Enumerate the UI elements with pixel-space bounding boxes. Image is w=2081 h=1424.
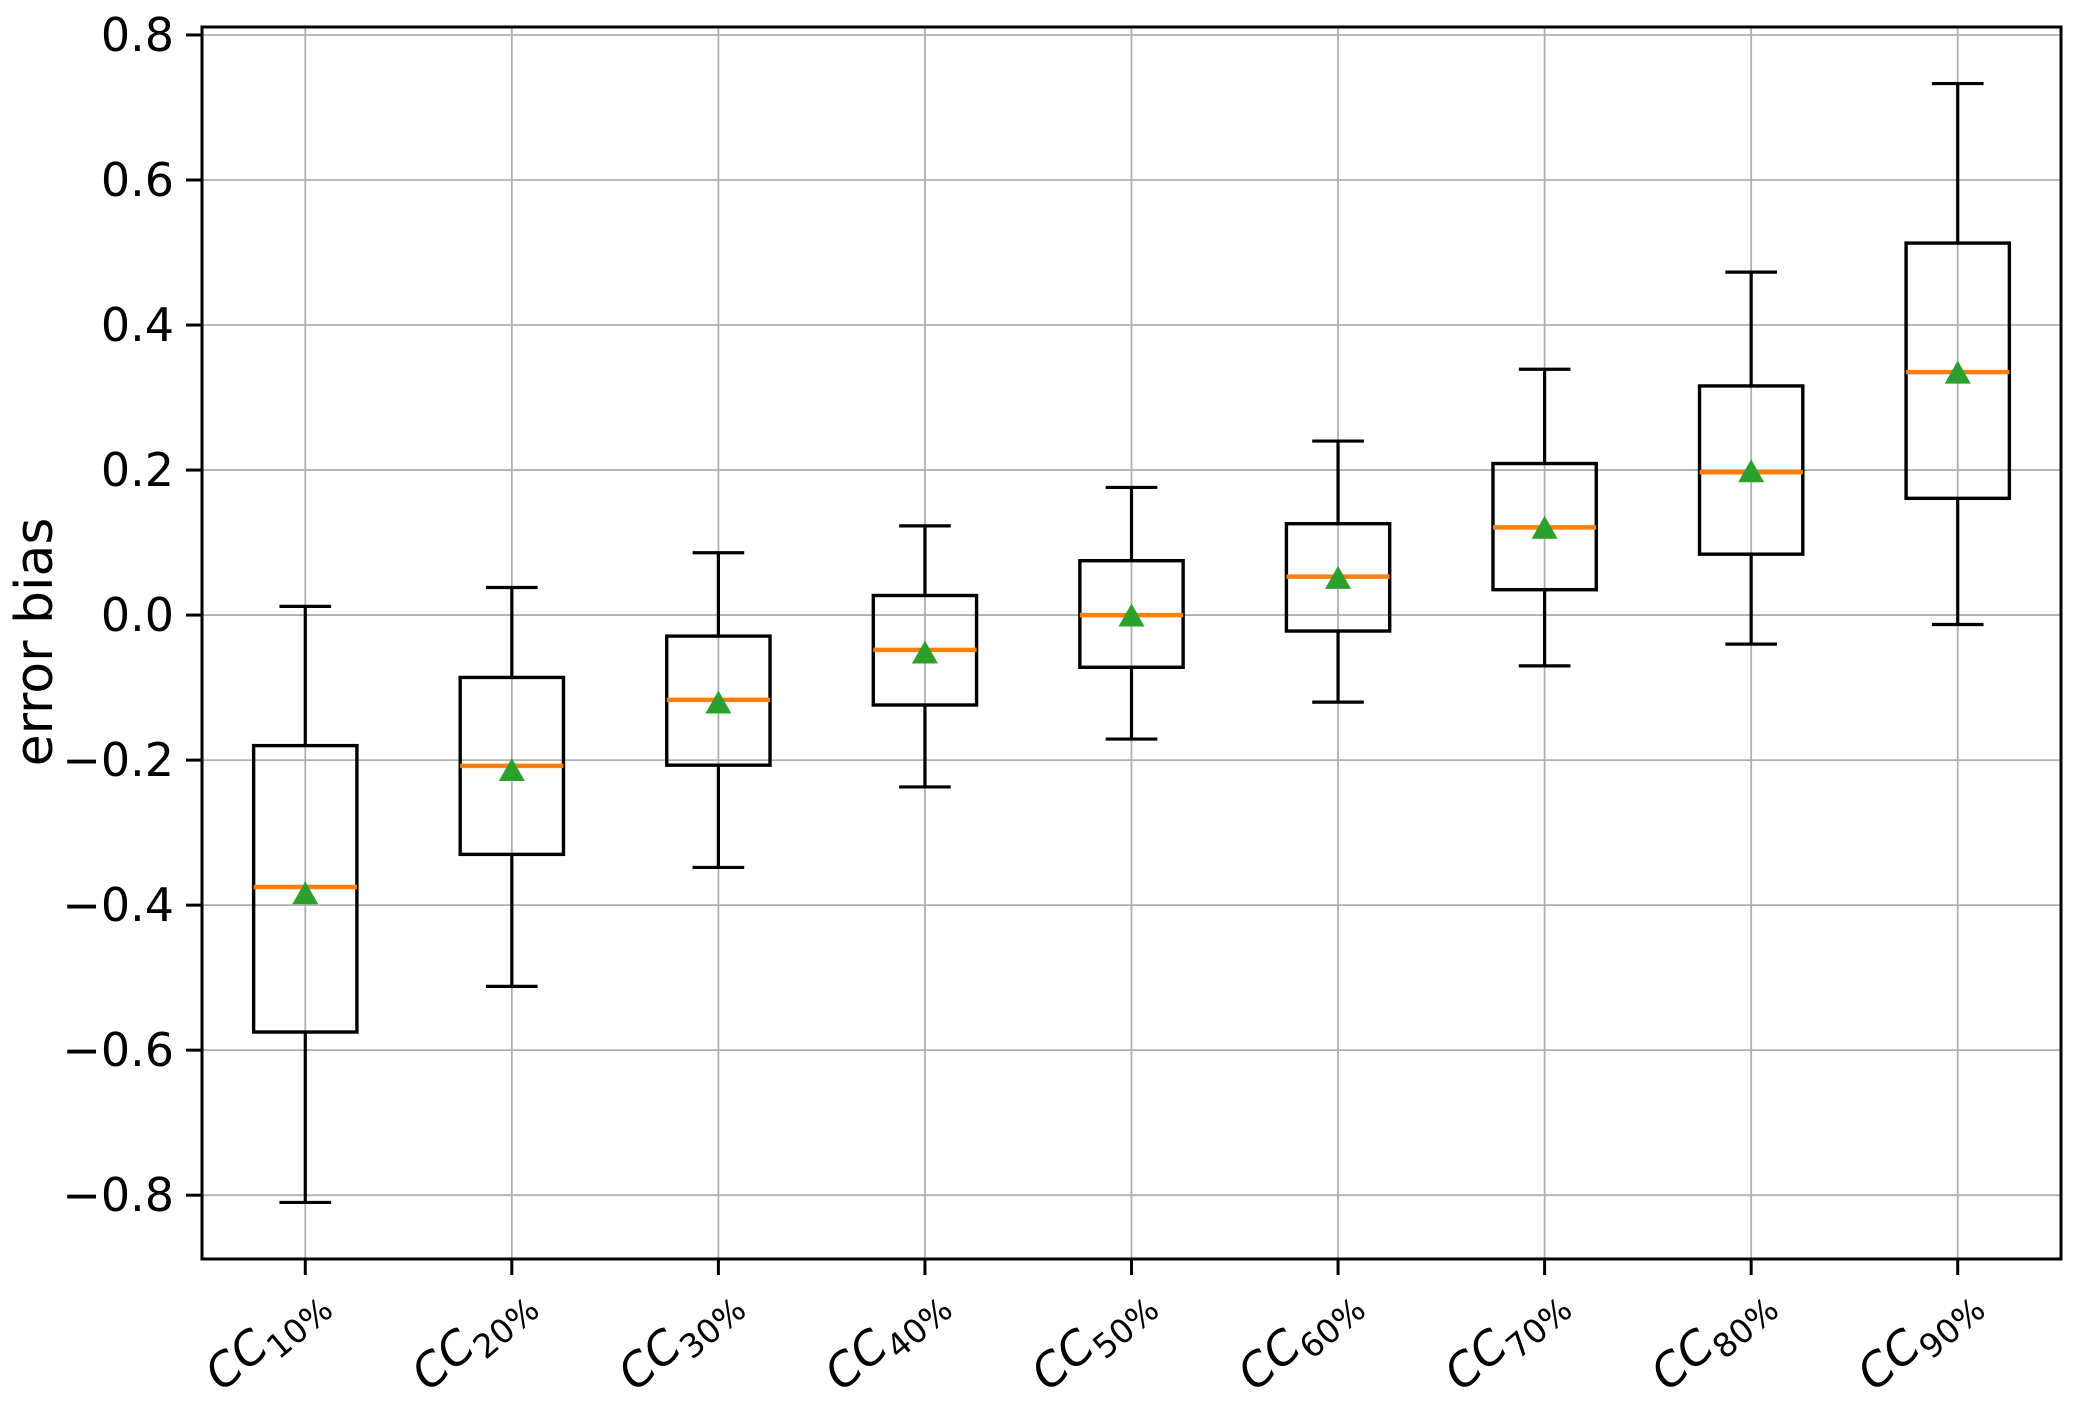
box-whisker-CC60% — [1284, 439, 1392, 704]
x-tick-label: CC30% — [607, 1271, 753, 1408]
x-tick-label: CC90% — [1847, 1271, 1993, 1408]
mean-marker — [1738, 459, 1765, 483]
mean-marker — [1118, 603, 1145, 627]
y-tick-label: 0.6 — [101, 153, 174, 207]
y-tick-label: 0.2 — [101, 443, 174, 497]
x-tick-label: CC60% — [1227, 1271, 1373, 1408]
x-tick-label: CC80% — [1640, 1271, 1786, 1408]
x-tick-label: CC20% — [401, 1271, 547, 1408]
mean-marker — [498, 757, 525, 781]
x-tick-label: CC10% — [194, 1271, 340, 1408]
axis-frame — [200, 25, 2063, 1261]
box-whisker-CC10% — [251, 604, 359, 1205]
box-whisker-CC30% — [665, 551, 772, 870]
y-tick-label: 0.0 — [101, 588, 174, 642]
x-tick-label: CC40% — [814, 1271, 960, 1408]
box-whisker-CC40% — [871, 524, 979, 789]
box-whisker-CC80% — [1697, 270, 1805, 646]
y-tick-label: −0.8 — [62, 1168, 174, 1222]
mean-marker — [1531, 515, 1558, 539]
x-tick-label: CC70% — [1434, 1271, 1580, 1408]
mean-marker — [705, 690, 732, 714]
box-whisker-CC70% — [1491, 367, 1598, 668]
mean-marker — [292, 881, 319, 905]
mean-marker — [1325, 565, 1352, 589]
box-whisker-CC90% — [1904, 81, 2012, 627]
box-layer — [251, 81, 2012, 1205]
tick-layer — [186, 33, 1960, 1275]
x-tick-label: CC50% — [1020, 1271, 1166, 1408]
mean-marker — [1944, 360, 1971, 384]
mean-marker — [911, 640, 938, 664]
y-axis-label: error bias — [5, 518, 65, 767]
box-whisker-CC20% — [458, 585, 566, 988]
y-tick-label: 0.4 — [101, 298, 174, 352]
box-whisker-CC50% — [1078, 485, 1185, 741]
grid-layer — [202, 27, 2061, 1259]
y-tick-label: −0.4 — [62, 878, 174, 932]
y-tick-label: −0.2 — [62, 733, 174, 787]
y-tick-label: −0.6 — [62, 1023, 174, 1077]
label-layer: 0.8 0.6 0.4 0.2 0.0 −0.2 −0.4 −0.6 −0.8 CC10% CC20… — [62, 8, 1993, 1408]
y-tick-label: 0.8 — [101, 8, 174, 62]
